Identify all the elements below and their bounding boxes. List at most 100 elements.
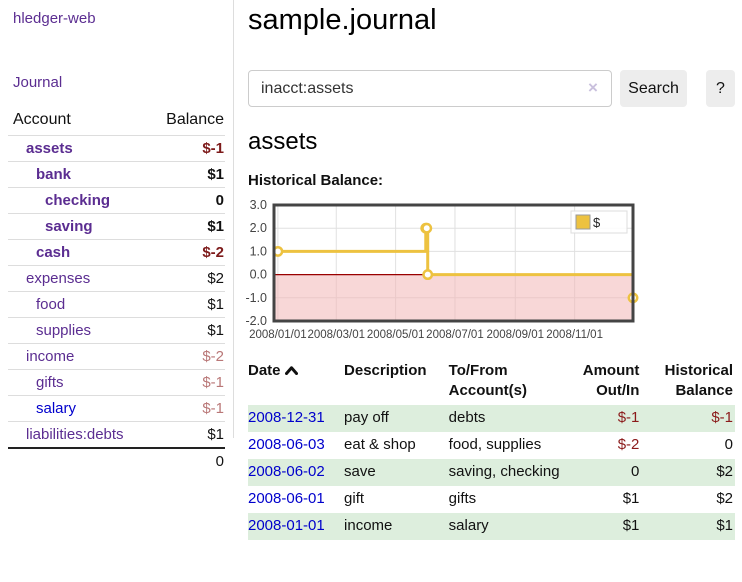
- account-link[interactable]: checking: [45, 192, 111, 209]
- account-balance: $1: [207, 322, 224, 339]
- transaction-description: income: [344, 513, 449, 540]
- transaction-accounts: gifts: [448, 490, 477, 507]
- account-link[interactable]: expenses: [26, 270, 91, 287]
- amount-column-header: Amount Out/In: [582, 362, 640, 399]
- account-row: gifts $-1: [8, 369, 225, 395]
- svg-text:3.0: 3.0: [250, 198, 267, 212]
- svg-text:$: $: [593, 215, 601, 230]
- account-link[interactable]: saving: [45, 218, 93, 235]
- account-row: salary $-1: [8, 395, 225, 421]
- transaction-balance: $2: [716, 490, 733, 507]
- account-link[interactable]: assets: [26, 140, 73, 157]
- svg-text:0.0: 0.0: [250, 268, 267, 282]
- account-heading: assets: [248, 128, 318, 155]
- svg-text:1.0: 1.0: [250, 244, 267, 258]
- account-balance: 0: [215, 192, 224, 209]
- transaction-accounts: debts: [448, 405, 583, 432]
- account-link[interactable]: salary: [36, 400, 77, 417]
- account-balance: $2: [207, 270, 224, 287]
- sidebar-item-journal[interactable]: Journal: [13, 74, 63, 91]
- account-balance: $-1: [202, 140, 224, 157]
- account-link[interactable]: bank: [36, 166, 72, 183]
- transaction-description: gift: [344, 490, 365, 507]
- transaction-date-link[interactable]: 2008-12-31: [248, 409, 325, 426]
- transaction-amount: $-2: [617, 436, 640, 453]
- search-input[interactable]: [248, 70, 612, 107]
- account-row: cash $-2: [8, 239, 225, 265]
- search-form: × Search ?: [248, 70, 735, 107]
- account-link[interactable]: food: [36, 296, 66, 313]
- date-column-header[interactable]: Date: [248, 358, 344, 405]
- account-row: food $1: [8, 291, 225, 317]
- account-balance: $-1: [202, 400, 224, 417]
- transaction-balance: 0: [724, 436, 733, 453]
- account-row: expenses $2: [8, 265, 225, 291]
- transaction-date-link[interactable]: 2008-06-03: [248, 436, 325, 453]
- sidebar: hledger-web Journal Account Balance asse…: [8, 0, 225, 474]
- account-balance: $1: [207, 296, 224, 313]
- account-balance: $-2: [202, 348, 224, 365]
- balance-column-header: Balance: [166, 111, 224, 128]
- transaction-amount: $-1: [582, 405, 642, 432]
- svg-text:2008/11/01: 2008/11/01: [546, 329, 603, 341]
- transaction-date-link[interactable]: 2008-06-02: [248, 463, 325, 480]
- svg-text:2008/09/01: 2008/09/01: [486, 329, 544, 341]
- register-row: 2008-01-01 income salary $1 $1: [248, 513, 735, 540]
- transaction-description: pay off: [344, 405, 449, 432]
- account-table-header: Account Balance: [8, 109, 225, 135]
- sort-ascending-icon: [284, 361, 298, 381]
- svg-text:-1.0: -1.0: [245, 291, 267, 305]
- register-row: 2008-06-03 eat & shop food, supplies $-2…: [248, 432, 735, 459]
- account-row: assets $-1: [8, 135, 225, 161]
- svg-text:-2.0: -2.0: [245, 314, 267, 328]
- transaction-date-link[interactable]: 2008-01-01: [248, 517, 325, 534]
- account-row: saving $1: [8, 213, 225, 239]
- help-button[interactable]: ?: [706, 70, 735, 107]
- search-button[interactable]: Search: [620, 70, 687, 107]
- transaction-amount: $1: [622, 490, 640, 507]
- sidebar-divider: [233, 0, 234, 438]
- transaction-accounts: saving, checking: [448, 459, 583, 486]
- transaction-amount: 0: [582, 459, 642, 486]
- chart-title: Historical Balance:: [248, 172, 384, 189]
- account-balance: $-1: [202, 374, 224, 391]
- svg-text:2008/07/01: 2008/07/01: [426, 329, 484, 341]
- account-balance: $1: [207, 166, 224, 183]
- svg-text:2008/01/01: 2008/01/01: [249, 329, 307, 341]
- account-column-header: Account: [13, 111, 71, 128]
- app-brand-link[interactable]: hledger-web: [13, 10, 96, 27]
- account-balance: $1: [207, 426, 224, 443]
- transaction-balance: $-1: [641, 405, 735, 432]
- svg-text:2008/03/01: 2008/03/01: [307, 329, 365, 341]
- account-link[interactable]: cash: [36, 244, 71, 261]
- accounts-column-header: To/From Account(s): [448, 362, 528, 399]
- account-row: checking 0: [8, 187, 225, 213]
- clear-search-icon[interactable]: ×: [588, 78, 598, 97]
- account-row: supplies $1: [8, 317, 225, 343]
- account-row: liabilities:debts $1: [8, 421, 225, 447]
- register-row: 2008-06-01 gift gifts $1 $2: [248, 486, 735, 513]
- register-row: 2008-06-02 save saving, checking 0 $2: [248, 459, 735, 486]
- transaction-balance: $1: [641, 513, 735, 540]
- register-header-row: Date Description To/From Account(s) Amou…: [248, 358, 735, 405]
- transaction-description: eat & shop: [344, 436, 416, 453]
- account-link[interactable]: liabilities:debts: [26, 426, 124, 443]
- account-total-row: 0: [8, 447, 225, 474]
- page-title: sample.journal: [248, 4, 437, 36]
- description-column-header: Description: [344, 362, 427, 379]
- historical-balance-chart: $3.0 2.0 1.0 0.0 -1.0 -2.0 2008/01/01 2008/03/0…: [218, 196, 688, 348]
- account-balance: $-2: [202, 244, 224, 261]
- transaction-accounts: salary: [448, 513, 583, 540]
- account-balance-table: Account Balance assets $-1 bank $1 check…: [8, 109, 225, 474]
- transaction-date-link[interactable]: 2008-06-01: [248, 490, 325, 507]
- transaction-balance: $2: [641, 459, 735, 486]
- account-link[interactable]: income: [26, 348, 75, 365]
- svg-text:2.0: 2.0: [250, 221, 267, 235]
- account-link[interactable]: gifts: [36, 374, 64, 391]
- main-content: sample.journal × Search ? assets Histori…: [245, 0, 735, 540]
- account-balance: $1: [207, 218, 224, 235]
- account-row: bank $1: [8, 161, 225, 187]
- total-balance: 0: [215, 453, 224, 470]
- account-link[interactable]: supplies: [36, 322, 92, 339]
